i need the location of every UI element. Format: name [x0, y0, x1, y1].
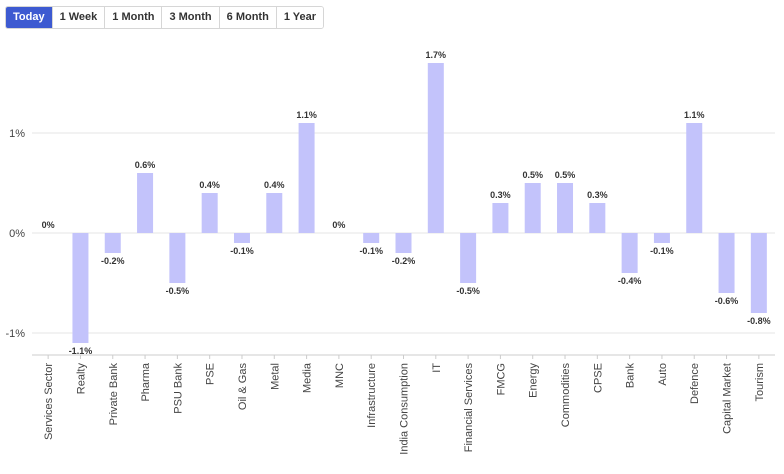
bar [557, 183, 574, 233]
data-label: -0.2% [392, 256, 416, 266]
data-label: -0.1% [359, 246, 383, 256]
bar [363, 233, 380, 243]
data-label: 0.6% [135, 160, 156, 170]
data-label: -1.1% [69, 346, 93, 356]
time-range-tabs: Today 1 Week 1 Month 3 Month 6 Month 1 Year [5, 6, 325, 29]
x-category-label: Infrastructure [366, 363, 378, 428]
bar [104, 233, 121, 253]
bar [718, 233, 735, 293]
y-tick-label: 0% [9, 228, 25, 240]
x-category-label: Realty [75, 363, 87, 395]
tab-1-month[interactable]: 1 Month [105, 7, 163, 28]
bar [524, 183, 541, 233]
x-category-label: MNC [334, 363, 346, 388]
bar [621, 233, 638, 273]
tab-6-month[interactable]: 6 Month [219, 7, 277, 28]
bar [298, 123, 315, 233]
tab-3-month[interactable]: 3 Month [162, 7, 220, 28]
bar [427, 63, 444, 233]
data-label: -0.4% [618, 276, 642, 286]
data-label: 0.4% [264, 180, 285, 190]
bar [233, 233, 250, 243]
data-label: -0.5% [456, 286, 480, 296]
bar [589, 203, 606, 233]
data-label: -0.1% [650, 246, 674, 256]
data-label: 0.3% [490, 190, 511, 200]
x-category-label: CPSE [592, 363, 604, 393]
x-category-label: Media [302, 362, 314, 393]
tab-1-week[interactable]: 1 Week [52, 7, 106, 28]
x-category-label: FMCG [495, 363, 507, 395]
bar [653, 233, 670, 243]
x-category-label: India Consumption [399, 363, 411, 455]
bar [492, 203, 509, 233]
x-category-label: Pharma [140, 362, 152, 401]
data-label: -0.2% [101, 256, 125, 266]
bar [395, 233, 412, 253]
x-category-label: IT [431, 363, 443, 373]
x-category-label: Oil & Gas [237, 363, 249, 411]
data-label: -0.5% [166, 286, 190, 296]
x-category-label: Private Bank [108, 363, 120, 426]
bar [750, 233, 767, 313]
bar [137, 173, 154, 233]
data-label: 0% [42, 220, 55, 230]
data-label: 0.5% [555, 170, 576, 180]
bar [686, 123, 703, 233]
data-label: 0.4% [199, 180, 220, 190]
data-label: 1.1% [296, 110, 317, 120]
x-category-label: PSU Bank [172, 363, 184, 414]
x-category-label: Services Sector [43, 363, 55, 440]
data-label: -0.8% [747, 316, 771, 326]
bar [266, 193, 283, 233]
bar [169, 233, 186, 283]
x-category-label: Financial Services [463, 363, 475, 453]
tab-1-year[interactable]: 1 Year [276, 7, 324, 28]
data-label: 1.1% [684, 110, 705, 120]
x-category-label: Auto [657, 363, 669, 386]
bar [201, 193, 218, 233]
data-label: 0.5% [522, 170, 543, 180]
data-label: -0.1% [230, 246, 254, 256]
x-category-label: PSE [205, 363, 217, 385]
y-tick-label: -1% [5, 328, 25, 340]
x-category-label: Bank [625, 363, 637, 389]
x-category-label: Commodities [560, 363, 572, 428]
bar [460, 233, 477, 283]
x-category-label: Tourism [754, 363, 766, 402]
x-category-label: Energy [528, 363, 540, 398]
data-label: 0% [332, 220, 345, 230]
y-tick-label: 1% [9, 128, 25, 140]
bar [72, 233, 89, 343]
x-category-label: Defence [689, 363, 701, 404]
tab-today[interactable]: Today [6, 7, 53, 28]
data-label: -0.6% [715, 296, 739, 306]
x-category-label: Metal [269, 363, 281, 390]
x-category-label: Capital Market [722, 363, 734, 434]
data-label: 0.3% [587, 190, 608, 200]
data-label: 1.7% [426, 50, 447, 60]
